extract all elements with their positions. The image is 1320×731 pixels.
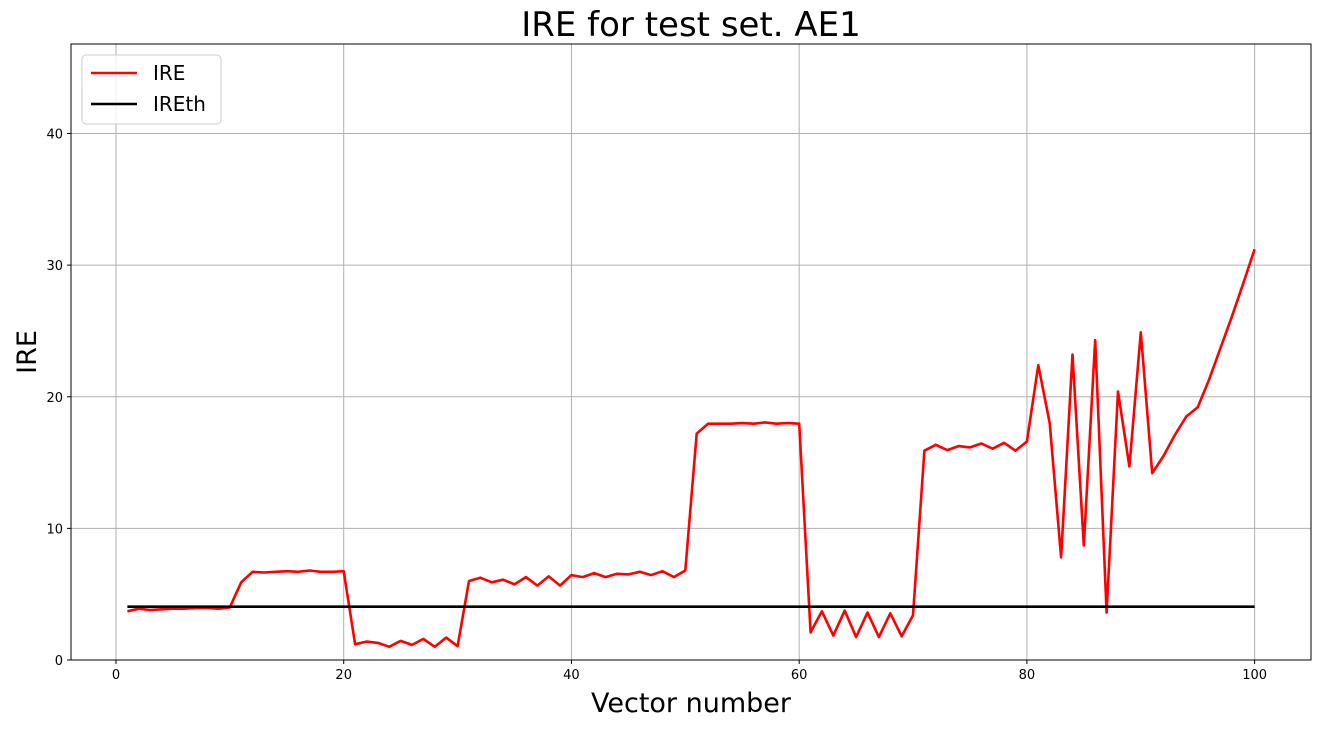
y-tick-label: 10 <box>46 522 63 537</box>
x-tick-label: 60 <box>791 668 808 683</box>
x-tick-label: 0 <box>112 668 120 683</box>
plot-frame <box>70 43 1312 661</box>
y-tick-label: 40 <box>46 128 63 143</box>
x-tick-label: 20 <box>335 668 352 683</box>
y-axis-label: IRE <box>12 330 43 374</box>
series-line-ire <box>127 248 1256 649</box>
legend-label-ire: IRE <box>153 61 185 85</box>
x-axis-label: Vector number <box>591 688 792 719</box>
ticks: 0 20 40 60 80 100 0 10 20 30 40 <box>46 128 1267 683</box>
grid <box>71 44 1311 661</box>
y-tick-label: 0 <box>55 654 63 669</box>
y-tick-label: 30 <box>46 259 63 274</box>
chart-title: IRE for test set. AE1 <box>521 5 861 45</box>
x-tick-label: 100 <box>1242 668 1267 683</box>
x-tick-label: 80 <box>1019 668 1036 683</box>
x-tick-label: 40 <box>563 668 580 683</box>
legend: IRE IREth <box>81 54 222 125</box>
legend-label-ireth: IREth <box>153 92 206 116</box>
y-tick-label: 20 <box>46 391 63 406</box>
series-layer <box>127 248 1256 649</box>
